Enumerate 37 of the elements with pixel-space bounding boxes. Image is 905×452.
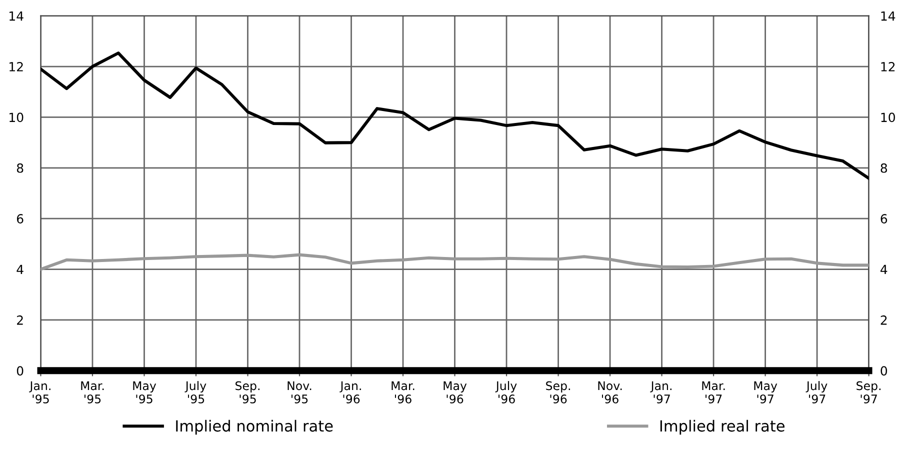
y-tick-label: 10	[10, 112, 24, 122]
y2-tick-label: 2	[880, 315, 887, 325]
y-tick-label: 4	[16, 264, 24, 274]
x-tick-label: Mar. '95	[81, 381, 104, 404]
x-tick-label: Jan. '95	[29, 381, 50, 404]
x-tick-label: July '95	[184, 381, 206, 404]
x-tick-label: Jan. '97	[650, 381, 672, 404]
y2-tick-label: 0	[880, 366, 888, 376]
x-tick-label: July '97	[806, 381, 828, 404]
y2-tick-label: 4	[880, 264, 888, 274]
y2-tick-label: 12	[881, 62, 895, 72]
x-tick-label: Sep. '95	[236, 381, 260, 404]
y-tick-label: 12	[10, 62, 23, 72]
legend-label: Implied nominal rate	[176, 420, 333, 435]
y-tick-label: 0	[16, 366, 24, 376]
y-tick-label: 2	[17, 315, 23, 325]
x-tick-label: July '96	[495, 381, 517, 404]
line-series	[40, 253, 869, 271]
legend-label: Implied real rate	[660, 420, 784, 435]
x-tick-label: Sep. '97	[856, 381, 881, 404]
x-tick-label: May '97	[754, 381, 778, 404]
x-tick-label: May '96	[444, 381, 467, 404]
y2-tick-label: 6	[880, 214, 888, 224]
x-tick-label: May '95	[133, 381, 156, 404]
y-tick-label: 14	[10, 11, 24, 21]
y-tick-label: 8	[16, 163, 24, 173]
x-tick-label: Sep. '96	[546, 381, 570, 404]
x-tick-label: Nov. '95	[288, 381, 312, 404]
x-tick-label: Mar. '97	[702, 381, 725, 404]
x-tick-label: Jan. '96	[340, 381, 361, 404]
x-tick-label: Mar. '96	[392, 381, 414, 404]
x-tick-label: Nov. '96	[598, 381, 622, 404]
y2-tick-label: 10	[881, 112, 895, 122]
y2-tick-label: 14	[881, 11, 896, 21]
y-tick-label: 6	[16, 214, 24, 224]
y2-tick-label: 8	[880, 163, 888, 173]
line-series	[40, 52, 869, 180]
